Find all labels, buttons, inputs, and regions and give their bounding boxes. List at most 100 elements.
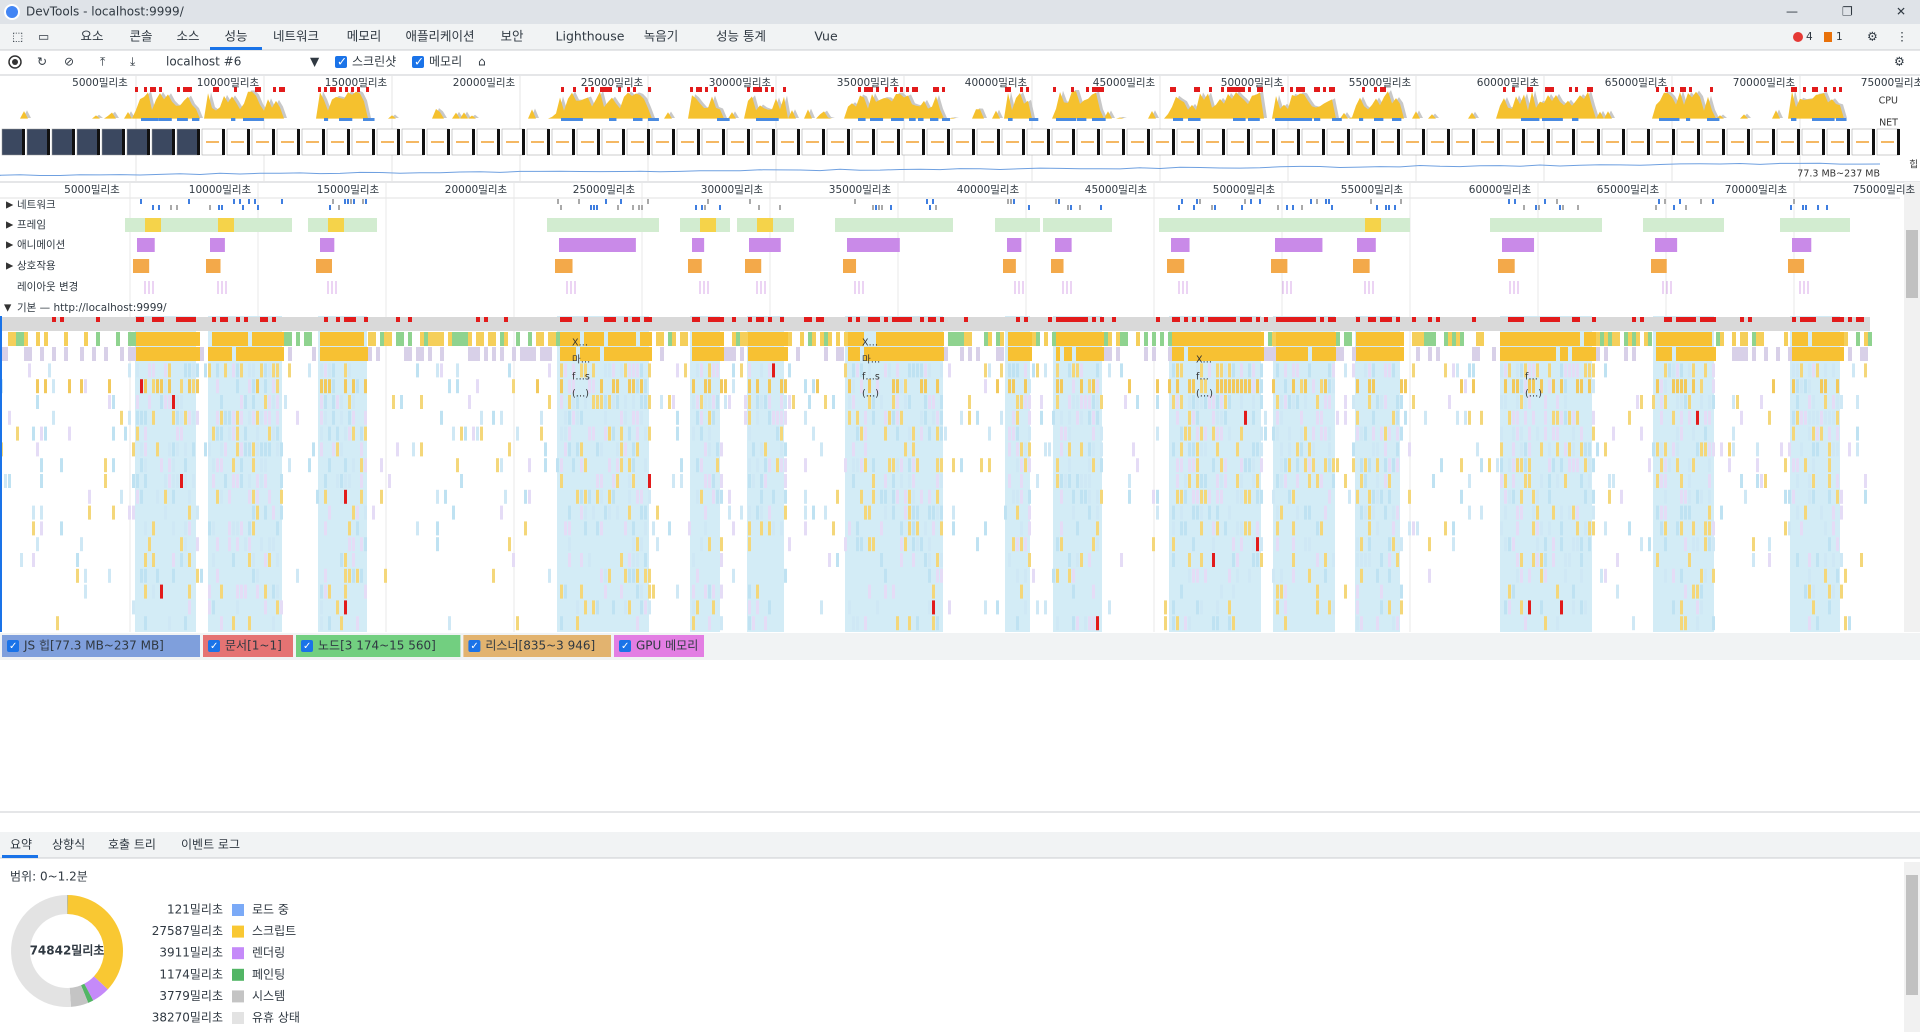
long-task [1084, 317, 1088, 322]
call-slice [1356, 584, 1359, 599]
track-name[interactable]: 네트워크 [17, 198, 56, 211]
event-slice [1592, 332, 1596, 346]
track-name[interactable]: 상호작용 [17, 260, 56, 272]
main-track-name[interactable]: 기본 — http://localhost:9999/ [17, 302, 167, 314]
event-slice [1256, 332, 1260, 346]
gc-button[interactable]: ⌂ [478, 55, 486, 69]
panel-tab[interactable]: 요소 [80, 29, 103, 44]
details-tab[interactable]: 호출 트리 [108, 838, 156, 852]
panel-tab[interactable]: 성능 통계 [716, 29, 766, 44]
panel-tab[interactable]: 네트워크 [273, 29, 319, 44]
call-slice [912, 474, 915, 488]
long-task-mark [933, 87, 936, 92]
event-slice [556, 332, 560, 346]
call-slice [1228, 616, 1231, 631]
screenshot-checkbox[interactable] [335, 56, 347, 68]
net-mark [1098, 118, 1106, 121]
panel-tab[interactable]: Lighthouse [556, 29, 625, 44]
call-slice [612, 600, 615, 615]
memory-checkbox[interactable] [412, 56, 424, 68]
call-slice [1568, 410, 1571, 425]
panel-tab[interactable]: 콘솔 [129, 29, 152, 44]
scroll-thumb[interactable] [1906, 875, 1918, 995]
call-slice [1292, 489, 1295, 504]
scroll-thumb[interactable] [1906, 230, 1918, 298]
function-slice [328, 347, 332, 361]
minimize[interactable]: — [1786, 5, 1798, 19]
call-slice [1060, 474, 1063, 488]
track-name[interactable]: 프레임 [17, 218, 46, 231]
settings-button[interactable]: ⚙ [1867, 30, 1878, 44]
legend-item[interactable] [2, 635, 200, 657]
call-slice [884, 363, 887, 378]
menu-button[interactable]: ⋮ [1896, 30, 1908, 44]
panel-tab[interactable]: 메모리 [347, 29, 382, 44]
details-tab[interactable]: 요약 [10, 837, 32, 852]
call-slice [16, 426, 19, 441]
call-slice [276, 521, 279, 536]
call-slice [188, 600, 191, 615]
call-slice [1824, 379, 1827, 394]
call-slice [1100, 489, 1103, 504]
download-button[interactable]: ⤓ [130, 55, 136, 69]
legend-item[interactable] [203, 635, 293, 657]
call-slice [1840, 553, 1843, 567]
call-slice [272, 584, 275, 599]
call-slice [1276, 395, 1279, 409]
call-slice [212, 553, 215, 567]
legend-item[interactable] [614, 635, 704, 657]
target-select[interactable] [160, 53, 320, 71]
close[interactable]: ✕ [1896, 5, 1906, 19]
call-slice [348, 410, 351, 425]
long-task-mark [1383, 87, 1386, 92]
restore[interactable]: ❐ [1842, 5, 1853, 19]
record-button[interactable] [8, 55, 22, 69]
call-slice [272, 395, 275, 409]
panel-tab[interactable]: 애플리케이션 [405, 29, 474, 44]
capture-settings[interactable]: ⚙ [1894, 55, 1905, 69]
event-slice [352, 332, 356, 346]
track-name[interactable]: 레이아웃 변경 [17, 280, 78, 293]
function-slice [1632, 347, 1636, 361]
call-slice [1360, 568, 1363, 583]
network-request [632, 205, 634, 210]
clear-button[interactable]: ⊘ [64, 55, 74, 69]
call-slice [1012, 379, 1015, 394]
call-slice [1844, 616, 1847, 631]
call-slice [1188, 458, 1191, 473]
details-tab[interactable]: 상향식 [52, 838, 85, 852]
legend-item[interactable] [296, 635, 461, 657]
call-slice [1804, 584, 1807, 599]
legend-item[interactable] [463, 635, 611, 657]
panel-tab[interactable]: 성능 [224, 29, 247, 44]
panel-tab[interactable]: 소스 [176, 29, 199, 44]
call-slice [144, 458, 147, 473]
upload-button[interactable]: ⤒ [100, 55, 106, 69]
long-task [1384, 317, 1388, 322]
call-slice [176, 395, 179, 409]
panel-tab[interactable]: Vue [814, 29, 838, 44]
device-button[interactable]: ▭ [38, 30, 49, 44]
call-slice [60, 458, 63, 473]
call-slice [544, 442, 547, 457]
call-slice [212, 521, 215, 536]
track-name[interactable]: 애니메이션 [17, 239, 65, 251]
call-slice [1300, 442, 1303, 457]
call-slice [696, 568, 699, 583]
function-slice [1232, 347, 1236, 361]
event-slice [1824, 332, 1828, 346]
call-slice [1500, 458, 1503, 473]
function-slice [1508, 347, 1512, 361]
call-slice [168, 395, 171, 409]
long-task [1248, 317, 1252, 322]
function-slice [252, 347, 256, 361]
panel-tab[interactable]: 녹음기 [644, 29, 679, 44]
network-request [1010, 199, 1012, 204]
inspect-button[interactable]: ⬚ [12, 30, 23, 44]
call-slice [108, 395, 111, 409]
event-slice [1428, 332, 1432, 346]
details-tab[interactable]: 이벤트 로그 [181, 838, 240, 852]
panel-tab[interactable]: 보안 [500, 29, 524, 44]
call-slice [584, 600, 587, 615]
reload-button[interactable]: ↻ [37, 55, 47, 69]
